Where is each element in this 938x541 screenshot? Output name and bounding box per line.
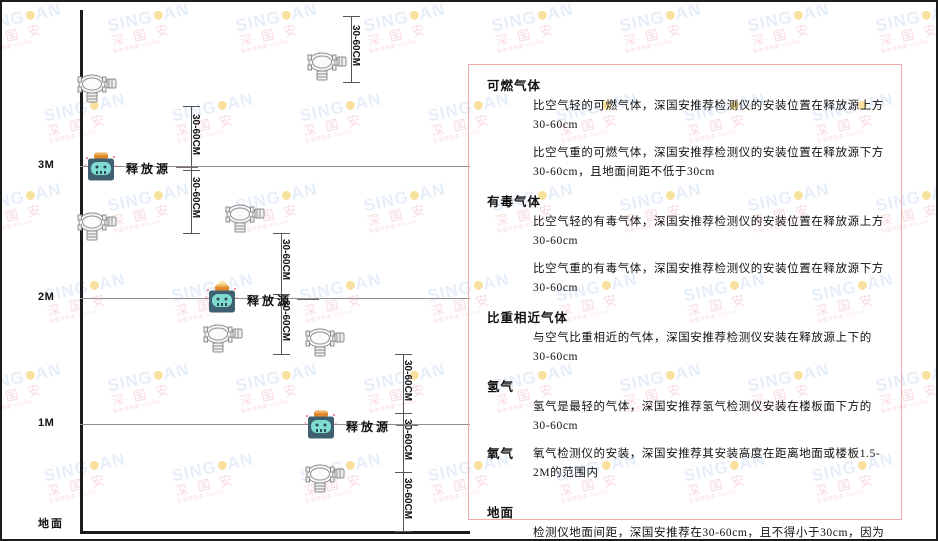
gas-detector-icon xyxy=(300,462,346,496)
panel-section: 氢气氢气是最轻的气体，深国安推荐氢气检测仪安装在楼板面下方的30-60cm xyxy=(487,376,887,436)
panel-section-heading: 有毒气体 xyxy=(487,195,542,209)
panel-section-text: 检测仪地面间距，深国安推荐在30-60cm，且不得小于30cm，因为过低容易水溅… xyxy=(533,527,885,539)
dimension-tick xyxy=(395,354,412,355)
panel-section-heading: 比重相近气体 xyxy=(487,311,569,325)
release-source-icon xyxy=(205,284,239,314)
level-line xyxy=(80,424,470,425)
installation-diagram: 3M 2M 1M 30-60CM 30-60CM 30-60CM 30-60CM 30-60… xyxy=(2,2,471,539)
panel-section: 有毒气体比空气轻的有毒气体，深国安推荐检测仪的安装位置在释放源上方30-60cm… xyxy=(487,191,887,298)
release-source-icon xyxy=(84,152,118,182)
gas-detector-icon xyxy=(220,202,266,236)
dimension-tick xyxy=(343,16,360,17)
dimension-tick xyxy=(273,354,290,355)
panel-spacer xyxy=(487,492,887,502)
panel-section-heading: 氢气 xyxy=(487,380,515,394)
dimension-label: 30-60CM xyxy=(190,113,201,155)
dimension-tick xyxy=(273,233,290,234)
panel-section-text: 比空气重的有毒气体，深国安推荐检测仪的安装位置在释放源下方30-60cm xyxy=(533,263,884,294)
dimension-tick xyxy=(183,233,200,234)
dimension-line xyxy=(403,354,404,531)
panel-section: 地面检测仪地面间距，深国安推荐在30-60cm，且不得小于30cm，因为过低容易… xyxy=(487,502,887,539)
gas-detector-icon xyxy=(72,210,118,244)
dimension-label: 30-60CM xyxy=(350,25,361,67)
panel-section: 可燃气体比空气轻的可燃气体，深国安推荐检测仪的安装位置在释放源上方30-60cm… xyxy=(487,75,887,182)
vertical-axis xyxy=(80,10,83,531)
panel-section-heading: 地面 xyxy=(487,506,515,520)
info-panel-content: 可燃气体比空气轻的可燃气体，深国安推荐检测仪的安装位置在释放源上方30-60cm… xyxy=(469,65,901,539)
panel-section-text: 与空气比重相近的气体，深国安推荐检测仪安装在释放源上下的30-60cm xyxy=(533,332,872,363)
gas-detector-icon xyxy=(300,326,346,360)
release-source-leader xyxy=(176,167,198,168)
release-source-label: 释放源 xyxy=(346,420,392,434)
panel-section-heading: 氧气 xyxy=(487,447,515,461)
level-line xyxy=(80,298,470,299)
level-line xyxy=(80,166,470,167)
dimension-line xyxy=(351,16,352,82)
dimension-tick xyxy=(395,531,412,532)
axis-label-1m: 1M xyxy=(38,417,55,429)
dimension-tick xyxy=(183,106,200,107)
dimension-tick xyxy=(343,82,360,83)
panel-section-text: 氧气检测仪的安装，深国安推荐其安装高度在距离地面或楼板1.5-2M的范围内 xyxy=(533,448,881,479)
release-source-label: 释放源 xyxy=(247,294,293,308)
gas-detector-icon xyxy=(198,322,244,356)
panel-section-text: 比空气轻的有毒气体，深国安推荐检测仪的安装位置在释放源上方30-60cm xyxy=(533,216,884,247)
panel-section-text: 比空气轻的可燃气体，深国安推荐检测仪的安装位置在释放源上方30-60cm xyxy=(533,100,884,131)
release-source-label: 释放源 xyxy=(126,162,172,176)
dimension-tick xyxy=(273,293,290,295)
ground-label: 地面 xyxy=(38,518,64,530)
axis-label-2m: 2M xyxy=(38,291,55,303)
dimension-tick xyxy=(395,472,412,473)
panel-section: 比重相近气体与空气比重相近的气体，深国安推荐检测仪安装在释放源上下的30-60c… xyxy=(487,307,887,367)
panel-section-text: 氢气是最轻的气体，深国安推荐氢气检测仪安装在楼板面下方的30-60cm xyxy=(533,401,872,432)
dimension-label: 30-60CM xyxy=(402,359,413,401)
info-panel: 可燃气体比空气轻的可燃气体，深国安推荐检测仪的安装位置在释放源上方30-60cm… xyxy=(468,64,902,539)
dimension-label: 30-60CM xyxy=(190,177,201,219)
panel-section-text: 比空气重的可燃气体，深国安推荐检测仪的安装位置在释放源下方30-60cm，且地面… xyxy=(533,147,884,178)
ground-axis xyxy=(80,531,470,534)
gas-detector-icon xyxy=(302,50,348,84)
gas-detector-icon xyxy=(72,72,118,106)
dimension-tick xyxy=(395,413,412,414)
panel-section-heading: 可燃气体 xyxy=(487,79,542,93)
dimension-label: 30-60CM xyxy=(402,477,413,519)
release-source-leader xyxy=(297,299,319,300)
dimension-label: 30-60CM xyxy=(280,239,291,281)
axis-label-3m: 3M xyxy=(38,159,55,171)
release-source-leader xyxy=(396,425,418,426)
dimension-tick xyxy=(183,169,200,171)
panel-section: 氧气 氧气检测仪的安装，深国安推荐其安装高度在距离地面或楼板1.5-2M的范围内 xyxy=(487,445,887,483)
release-source-icon xyxy=(304,410,338,440)
